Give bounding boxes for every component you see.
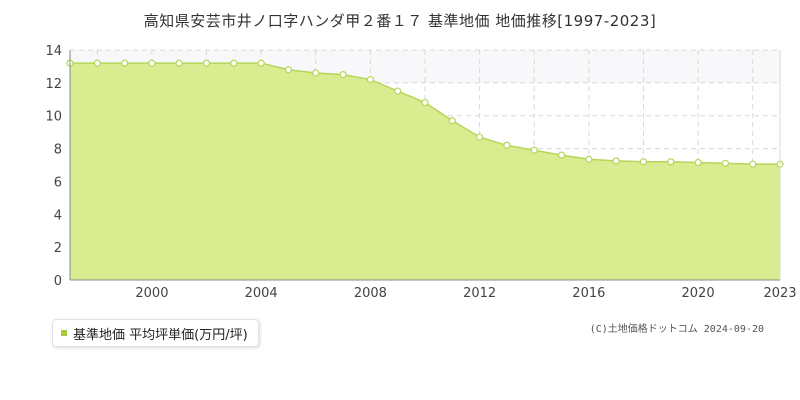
data-point: [667, 158, 675, 166]
legend-marker: [61, 330, 67, 336]
data-point: [639, 158, 648, 166]
data-point: [448, 117, 456, 125]
x-tick-label: 2004: [245, 286, 278, 301]
series-area: [70, 63, 780, 281]
data-point: [394, 87, 402, 95]
data-point: [557, 151, 566, 159]
data-point: [312, 69, 320, 77]
y-tick-label: 4: [54, 208, 62, 223]
y-tick-label: 8: [54, 143, 62, 158]
data-point: [749, 160, 757, 168]
data-point: [339, 71, 347, 79]
x-tick-label: 2023: [763, 286, 796, 301]
data-point: [121, 59, 129, 67]
data-point: [612, 157, 620, 165]
legend-label: 基準地価 平均坪単価(万円/坪): [73, 327, 248, 343]
data-point: [421, 98, 429, 107]
y-tick-label: 10: [45, 110, 62, 125]
x-tick-label: 2020: [682, 286, 715, 301]
data-point: [257, 59, 265, 67]
data-point: [284, 66, 293, 74]
data-point: [366, 75, 374, 84]
data-point: [721, 159, 729, 167]
y-tick-label: 2: [54, 241, 62, 256]
y-tick-label: 6: [54, 175, 62, 190]
y-tick-label: 0: [54, 274, 62, 289]
x-tick-label: 2000: [135, 286, 168, 301]
data-point: [175, 59, 183, 67]
data-point: [93, 59, 101, 67]
data-point: [230, 59, 238, 67]
data-point: [503, 141, 511, 149]
data-point: [476, 133, 484, 141]
data-point: [202, 59, 211, 67]
data-point: [694, 158, 702, 167]
data-point: [148, 59, 156, 67]
chart-title: 高知県安芸市井ノ口字ハンダ甲２番１７ 基準地価 地価推移[1997-2023]: [143, 12, 657, 30]
y-tick-label: 12: [45, 77, 62, 92]
credit-text: (C)土地価格ドットコム 2024-09-20: [589, 324, 764, 335]
legend[interactable]: 基準地価 平均坪単価(万円/坪): [52, 319, 259, 347]
data-point: [530, 146, 538, 154]
y-tick-label: 14: [45, 44, 62, 59]
x-tick-label: 2012: [463, 286, 496, 301]
x-tick-label: 2016: [572, 286, 605, 301]
data-point: [585, 155, 593, 163]
x-tick-label: 2008: [354, 286, 387, 301]
